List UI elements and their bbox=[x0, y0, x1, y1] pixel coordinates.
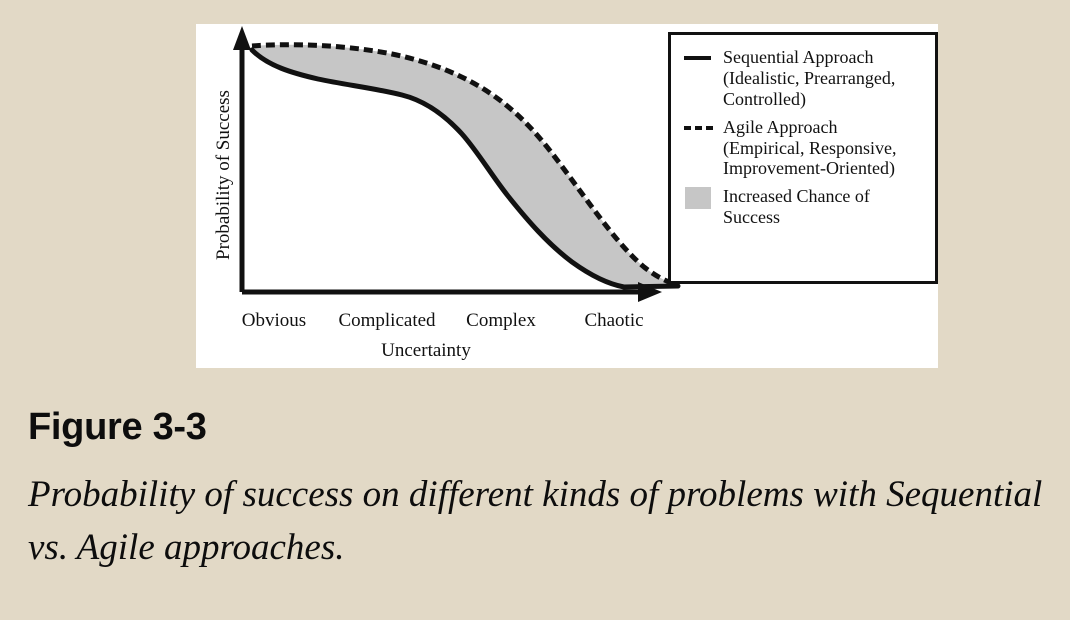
legend-item-increased-chance: Increased Chance of Success bbox=[681, 186, 927, 228]
legend-item-increased-chance-label: Increased Chance of Success bbox=[723, 186, 870, 228]
legend-line: Success bbox=[723, 207, 780, 228]
x-tick-label-complicated: Complicated bbox=[338, 310, 436, 331]
solid-line-icon bbox=[681, 47, 717, 69]
legend-item-agile: Agile Approach (Empirical, Responsive, I… bbox=[681, 117, 927, 180]
chart-legend: Sequential Approach (Idealistic, Prearra… bbox=[668, 32, 938, 284]
legend-line: Improvement-Oriented) bbox=[723, 158, 895, 179]
increased-chance-band bbox=[252, 44, 678, 287]
figure-panel: Probability of Success Uncertainty Obvio… bbox=[196, 24, 938, 368]
figure-caption-text: Probability of success on different kind… bbox=[28, 474, 1043, 569]
legend-line: Increased Chance of bbox=[723, 186, 870, 207]
agile-approach-curve bbox=[251, 42, 679, 288]
legend-line: (Idealistic, Prearranged, bbox=[723, 67, 896, 88]
y-axis-title: Probability of Success bbox=[213, 90, 234, 260]
legend-item-agile-label: Agile Approach (Empirical, Responsive, I… bbox=[723, 117, 896, 180]
gray-swatch-icon bbox=[681, 186, 717, 210]
x-tick-label-chaotic: Chaotic bbox=[584, 310, 644, 331]
legend-line: (Empirical, Responsive, bbox=[723, 137, 897, 158]
legend-line: Sequential Approach bbox=[723, 47, 874, 67]
x-tick-label-obvious: Obvious bbox=[241, 310, 307, 331]
legend-item-sequential-label: Sequential Approach (Idealistic, Prearra… bbox=[723, 47, 895, 110]
figure-caption-block: Figure 3-3 Probability of success on dif… bbox=[28, 408, 1048, 575]
x-tick-label-complex: Complex bbox=[466, 310, 536, 331]
x-axis-title: Uncertainty bbox=[381, 340, 471, 361]
y-axis bbox=[233, 26, 251, 292]
chart-plot-area bbox=[233, 26, 681, 302]
legend-item-sequential: Sequential Approach (Idealistic, Prearra… bbox=[681, 47, 927, 110]
x-axis bbox=[242, 282, 662, 302]
legend-line: Controlled) bbox=[723, 88, 806, 109]
dashed-line-icon bbox=[681, 117, 717, 139]
sequential-approach-curve bbox=[249, 47, 681, 290]
figure-number: Figure 3-3 bbox=[28, 406, 207, 448]
legend-line: Agile Approach bbox=[723, 116, 838, 137]
